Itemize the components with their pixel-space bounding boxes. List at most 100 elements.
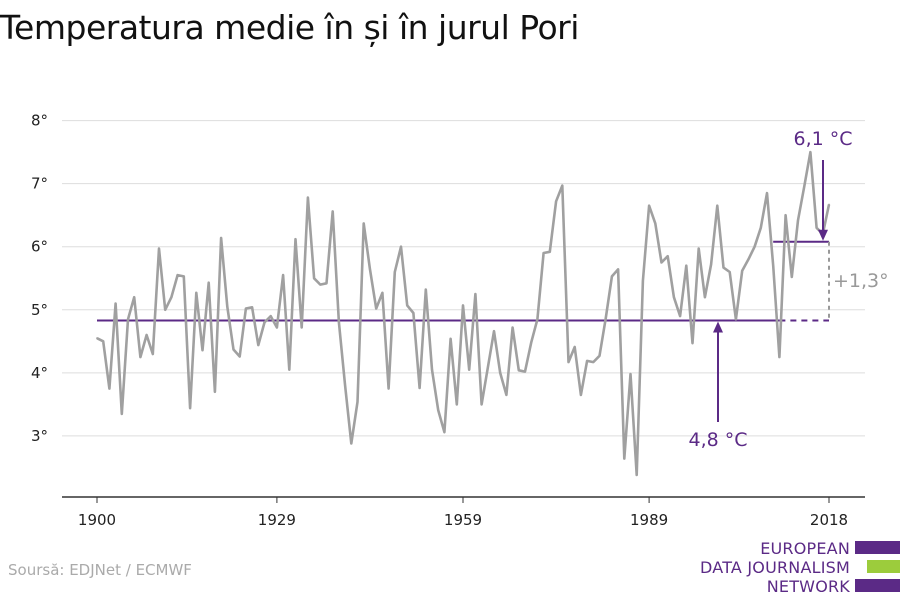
data-point bbox=[685, 264, 688, 267]
data-point bbox=[418, 387, 421, 389]
data-point bbox=[499, 371, 502, 374]
logo-line-2: DATA JOURNALISM bbox=[700, 558, 850, 577]
logo-line-3: NETWORK bbox=[766, 577, 850, 596]
x-axis: 1900 1929 1959 1989 2018 bbox=[62, 496, 865, 529]
data-point bbox=[164, 308, 167, 311]
recent-arrow-head bbox=[818, 229, 828, 241]
logo-bar-purple-2 bbox=[855, 579, 900, 592]
data-point bbox=[803, 185, 806, 188]
data-point bbox=[691, 342, 694, 345]
data-point bbox=[511, 326, 514, 329]
data-point bbox=[158, 247, 160, 250]
data-point bbox=[778, 356, 781, 359]
data-point bbox=[828, 203, 830, 206]
data-point bbox=[406, 304, 409, 307]
data-point bbox=[815, 226, 818, 229]
data-point bbox=[319, 283, 322, 286]
data-point bbox=[493, 330, 495, 333]
data-point bbox=[220, 237, 222, 239]
logo-bar-purple bbox=[855, 541, 900, 554]
data-point bbox=[524, 370, 526, 373]
chart-svg: 3° 4° 5° 6° 7° 8° 1900 1929 1959 1989 2018 6,1 °C… bbox=[31, 112, 889, 529]
data-point bbox=[790, 276, 793, 278]
grid-lines bbox=[62, 120, 865, 437]
y-tick-label: 8° bbox=[31, 112, 48, 130]
data-point bbox=[542, 252, 545, 254]
data-point bbox=[362, 222, 365, 225]
data-point bbox=[555, 200, 557, 203]
y-tick-label: 6° bbox=[31, 238, 48, 256]
data-point bbox=[455, 403, 458, 406]
data-point bbox=[437, 409, 440, 411]
data-point bbox=[753, 245, 756, 248]
baseline-value-label: 4,8 °C bbox=[688, 429, 747, 451]
data-point bbox=[133, 296, 136, 299]
data-point bbox=[462, 304, 464, 307]
data-point bbox=[338, 321, 340, 324]
data-point bbox=[697, 247, 700, 250]
data-point bbox=[269, 315, 272, 318]
x-tick-label: 1959 bbox=[444, 511, 482, 529]
data-point bbox=[604, 317, 607, 320]
data-point bbox=[449, 337, 452, 340]
data-point bbox=[710, 263, 713, 266]
data-point bbox=[759, 226, 762, 229]
edjnet-logo[interactable]: EUROPEAN DATA JOURNALISM NETWORK bbox=[700, 538, 900, 600]
data-point bbox=[666, 255, 669, 258]
data-point bbox=[195, 291, 198, 294]
data-point bbox=[474, 293, 477, 295]
data-point bbox=[772, 264, 775, 267]
data-point bbox=[809, 151, 812, 154]
data-point bbox=[369, 267, 371, 270]
data-point bbox=[313, 277, 316, 280]
data-point bbox=[648, 204, 651, 207]
data-point bbox=[741, 269, 744, 272]
data-point bbox=[127, 318, 129, 321]
data-point bbox=[548, 250, 551, 253]
data-point bbox=[480, 403, 483, 406]
data-point bbox=[766, 192, 768, 195]
data-point bbox=[102, 340, 105, 343]
data-point bbox=[598, 354, 601, 357]
x-tick-label: 1900 bbox=[78, 511, 116, 529]
logo-line-1: EUROPEAN bbox=[760, 539, 850, 558]
data-point bbox=[654, 222, 657, 225]
data-point bbox=[797, 219, 799, 222]
y-tick-label: 3° bbox=[31, 427, 48, 445]
data-point bbox=[139, 356, 142, 359]
data-point bbox=[567, 361, 570, 364]
data-point bbox=[300, 326, 303, 329]
data-point bbox=[505, 394, 508, 396]
x-tick-label: 1989 bbox=[630, 511, 668, 529]
data-point bbox=[294, 238, 297, 241]
data-point bbox=[282, 274, 285, 277]
data-point bbox=[784, 214, 787, 217]
y-tick-label: 4° bbox=[31, 364, 48, 382]
data-point bbox=[114, 302, 117, 305]
data-point bbox=[660, 261, 663, 264]
difference-label: +1,3° bbox=[833, 270, 889, 292]
data-point bbox=[96, 337, 98, 340]
data-point bbox=[716, 204, 719, 207]
data-point bbox=[561, 184, 564, 187]
data-point bbox=[387, 387, 390, 390]
data-point bbox=[151, 353, 154, 355]
data-point bbox=[424, 288, 427, 291]
data-point bbox=[617, 268, 619, 271]
data-point bbox=[704, 296, 706, 299]
baseline-arrow-head bbox=[713, 321, 723, 333]
data-point bbox=[468, 368, 471, 371]
data-point bbox=[641, 279, 644, 282]
data-point bbox=[747, 258, 750, 261]
data-point bbox=[288, 368, 291, 371]
data-point bbox=[592, 361, 595, 364]
data-point bbox=[635, 474, 638, 476]
data-point bbox=[257, 344, 260, 347]
data-point bbox=[207, 281, 210, 284]
data-point bbox=[728, 271, 731, 273]
data-point bbox=[356, 400, 359, 403]
data-point bbox=[679, 315, 682, 318]
data-point bbox=[536, 318, 539, 321]
data-point bbox=[182, 275, 185, 278]
data-point bbox=[673, 296, 675, 299]
